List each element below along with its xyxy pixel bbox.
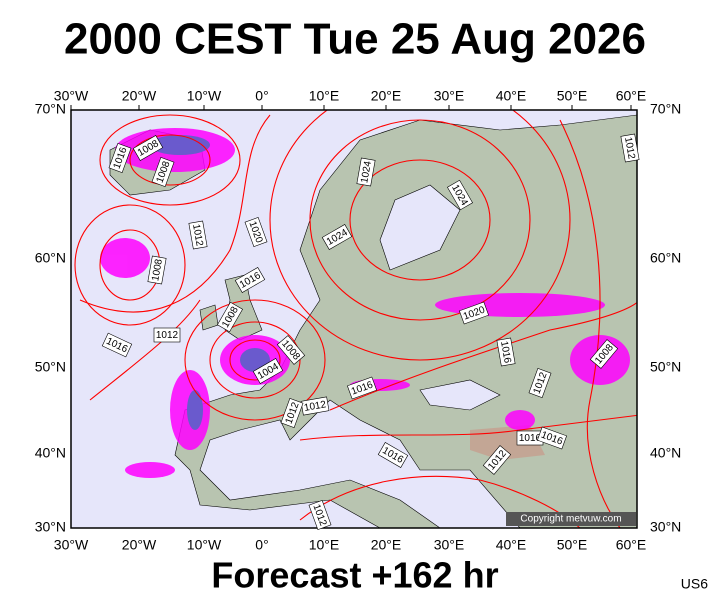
isobar-label-box	[496, 337, 516, 367]
isobar-label-box	[101, 332, 133, 358]
lat-label-right: 30°N	[650, 519, 681, 535]
isobar-label-text: 1016	[498, 340, 513, 364]
copyright-box	[506, 512, 636, 526]
isobar-label: 1012	[300, 396, 330, 416]
forecast-label: Forecast +162 hr	[211, 555, 498, 596]
isobar-label-box	[276, 335, 306, 365]
lon-label-top: 20°W	[122, 88, 157, 104]
isobar-label: 1012	[153, 327, 181, 343]
isobar-label-text: 1012	[622, 136, 637, 160]
isobar-label-box	[347, 376, 377, 400]
isobar-label-text: 1016	[519, 433, 542, 444]
isobar-label-box	[280, 398, 304, 428]
lon-label-top: 50°E	[557, 88, 588, 104]
isobar-label: 1016	[108, 143, 132, 173]
lat-label-right: 60°N	[650, 250, 681, 266]
run-code: US6	[681, 576, 708, 592]
lon-label-bottom: 40°E	[496, 537, 527, 553]
isobar-label-box	[620, 133, 640, 163]
isobar-label-box	[188, 220, 208, 250]
isobar-label-text: 1012	[190, 223, 205, 247]
copyright: Copyright metvuw.com	[520, 514, 621, 525]
isobar-label: 1012	[528, 368, 552, 398]
lat-label-right: 40°N	[650, 445, 681, 461]
isobar-label-box	[356, 157, 376, 187]
isobar-label-box	[321, 224, 353, 250]
lat-label-left: 50°N	[35, 359, 66, 375]
lat-label-left: 70°N	[35, 101, 66, 117]
isobar-label: 1008	[147, 255, 167, 285]
isobar-label-box	[147, 255, 167, 285]
lon-label-bottom: 50°E	[557, 537, 588, 553]
isobar-label: 1016	[496, 337, 516, 367]
isobar-label: 1012	[308, 500, 332, 530]
lon-label-top: 40°E	[496, 88, 527, 104]
isobar-label-box	[132, 135, 164, 161]
lat-label-right: 50°N	[650, 359, 681, 375]
isobar-label: 1008	[151, 157, 175, 187]
isobar-label: 1016	[537, 426, 567, 450]
isobar-label-text: 1012	[156, 330, 179, 341]
isobar-label-box	[217, 301, 243, 333]
isobar-label-box	[153, 327, 181, 343]
lon-label-bottom: 30°W	[54, 537, 89, 553]
lon-label-top: 30°E	[434, 88, 465, 104]
isobar-label-box	[482, 445, 512, 475]
isobar-label-box	[528, 368, 552, 398]
isobar-label-text: 1012	[303, 399, 327, 414]
isobar-label-box	[459, 301, 489, 325]
isobar-label-box	[300, 396, 330, 416]
isobar-label-box	[447, 179, 473, 211]
lon-label-top: 60°E	[616, 88, 647, 104]
isobar-label: 1012	[620, 133, 640, 163]
isobar-label-text: 1008	[150, 258, 165, 282]
lon-label-bottom: 20°W	[122, 537, 157, 553]
lon-label-bottom: 0°	[255, 537, 268, 553]
isobar-label: 1024	[356, 157, 376, 187]
isobar-label: 1012	[280, 398, 304, 428]
isobar-label-text: 1024	[359, 160, 374, 184]
title: 2000 CEST Tue 25 Aug 2026	[64, 15, 646, 64]
lon-label-bottom: 10°W	[187, 537, 222, 553]
lon-label-bottom: 30°E	[434, 537, 465, 553]
isobar-label-box	[377, 442, 409, 468]
isobar-label-box	[308, 500, 332, 530]
isobar-label: 1016	[347, 376, 377, 400]
lon-label-top: 10°E	[309, 88, 340, 104]
isobar-label-box	[252, 358, 284, 384]
isobar-label-box	[151, 157, 175, 187]
lat-label-left: 30°N	[35, 519, 66, 535]
lon-label-bottom: 10°E	[309, 537, 340, 553]
isobar-label: 1020	[459, 301, 489, 325]
isobar-label-box	[589, 339, 619, 369]
isobar-label-box	[244, 217, 268, 247]
lon-label-top: 30°W	[54, 88, 89, 104]
isobar-label-box	[537, 426, 567, 450]
lon-label-top: 10°W	[187, 88, 222, 104]
frame	[70, 109, 638, 529]
lat-label-left: 40°N	[35, 445, 66, 461]
isobar-label-box	[108, 143, 132, 173]
lat-label-right: 70°N	[650, 101, 681, 117]
isobar-label: 1020	[244, 217, 268, 247]
lon-label-top: 20°E	[371, 88, 402, 104]
lon-label-top: 0°	[255, 88, 268, 104]
isobar-label-box	[234, 267, 266, 293]
lat-label-left: 60°N	[35, 250, 66, 266]
isobar-label: 1012	[188, 220, 208, 250]
lon-label-bottom: 60°E	[616, 537, 647, 553]
lon-label-bottom: 20°E	[371, 537, 402, 553]
